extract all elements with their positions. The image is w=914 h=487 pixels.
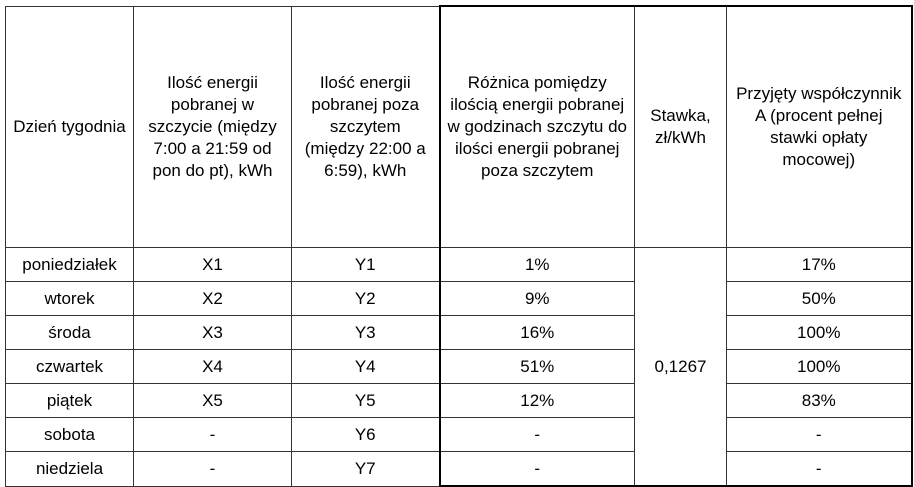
- table-cell: -: [726, 451, 913, 487]
- table-cell: 12%: [438, 383, 635, 418]
- table-row: niedziela - Y7- -: [5, 451, 913, 487]
- table-row: piątek X5 Y5 12% 83%: [5, 383, 913, 418]
- table-row: środa X3 Y3 16% 100%: [5, 315, 913, 350]
- table-cell: środa: [5, 315, 134, 350]
- table-body: poniedziałek X1 Y1 1% 0,1267 17% wtorek X2 Y2 9% 5…: [5, 247, 913, 487]
- table-cell: 9%: [438, 281, 635, 316]
- table-cell: -: [726, 417, 913, 452]
- table-cell: X1: [133, 247, 292, 282]
- table-row: sobota - Y6- -: [5, 417, 913, 452]
- table-cell: -: [133, 417, 292, 452]
- energy-table: Dzień tygodnia Ilość energii pobranej w s…: [5, 5, 913, 487]
- table-cell: 83%: [726, 383, 913, 418]
- table-cell: Y3: [291, 315, 440, 350]
- table-cell: 17%: [726, 247, 913, 282]
- table-cell: Y6: [291, 417, 440, 452]
- table-cell: X4: [133, 349, 292, 384]
- header-cell: Różnica pomiędzy ilością energii pobrane…: [438, 5, 635, 248]
- table-cell: Y1: [291, 247, 440, 282]
- table-row: wtorek X2 Y2 9% 50%: [5, 281, 913, 316]
- table-cell: X5: [133, 383, 292, 418]
- header-cell: Przyjęty współczynnik A (procent pełnej …: [726, 5, 913, 248]
- table-cell: czwartek: [5, 349, 134, 384]
- header-row: Dzień tygodnia Ilość energii pobranej w s…: [5, 5, 913, 248]
- table-cell: Y5: [291, 383, 440, 418]
- table-cell: 100%: [726, 315, 913, 350]
- table-cell: -: [133, 451, 292, 487]
- table-cell: -: [438, 451, 635, 487]
- table-cell: X3: [133, 315, 292, 350]
- table-cell: wtorek: [5, 281, 134, 316]
- table-row: poniedziałek X1 Y1 1% 0,1267 17%: [5, 247, 913, 487]
- table-cell: piątek: [5, 383, 134, 418]
- rate-cell: 0,1267: [634, 247, 727, 487]
- table-cell: 50%: [726, 281, 913, 316]
- header-cell: Ilość energii pobranej w szczycie (międz…: [133, 5, 292, 248]
- table-cell: 16%: [438, 315, 635, 350]
- table-cell: 100%: [726, 349, 913, 384]
- table-cell: Y2: [291, 281, 440, 316]
- table-cell: sobota: [5, 417, 134, 452]
- table-cell: poniedziałek: [5, 247, 134, 282]
- header-cell: Ilość energii pobranej poza szczytem (mi…: [291, 5, 440, 248]
- table-row: czwartek X4 Y4 51% 100%: [5, 349, 913, 384]
- table-cell: 51%: [438, 349, 635, 384]
- table-cell: Y4: [291, 349, 440, 384]
- header-cell: Dzień tygodnia: [5, 5, 134, 248]
- table-cell: niedziela: [5, 451, 134, 487]
- table-cell: 1%: [438, 247, 635, 282]
- table-cell: Y7: [291, 451, 440, 487]
- header-cell: Stawka, zł/kWh: [634, 5, 727, 248]
- table-cell: -: [438, 417, 635, 452]
- table-cell: X2: [133, 281, 292, 316]
